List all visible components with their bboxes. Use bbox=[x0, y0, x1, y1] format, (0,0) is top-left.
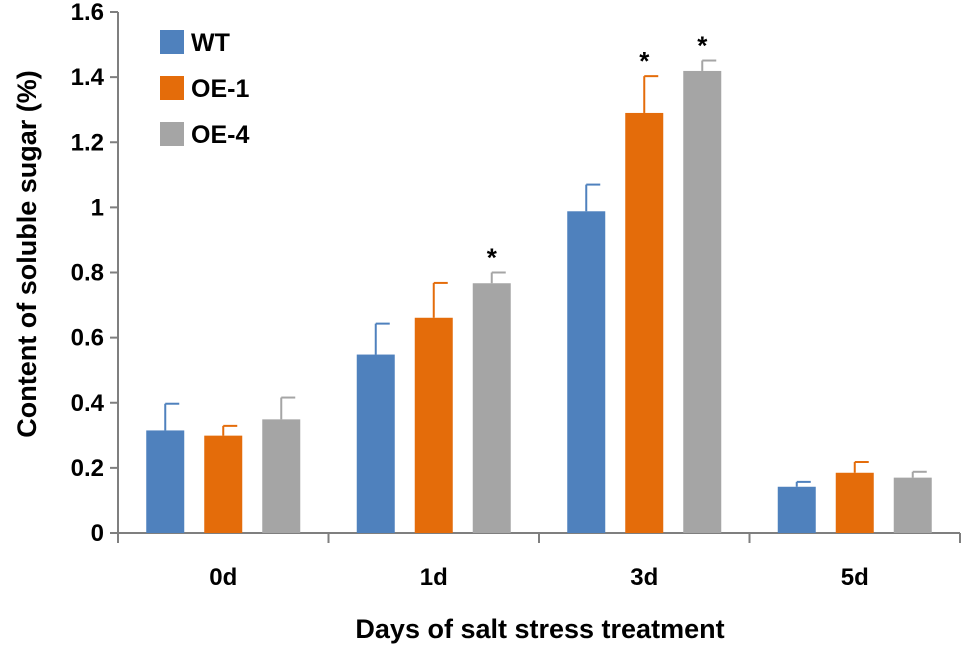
x-axis: 0d 1d 3d 5d bbox=[117, 532, 961, 591]
x-tick-label: 3d bbox=[630, 564, 658, 591]
legend-label: OE-1 bbox=[191, 75, 249, 103]
y-tick-label: 0.8 bbox=[71, 260, 104, 287]
bar bbox=[567, 211, 606, 533]
series-wt bbox=[146, 183, 816, 533]
y-tick-label: 0.4 bbox=[71, 390, 105, 417]
bar bbox=[472, 283, 511, 533]
legend: WT OE-1 OE-4 bbox=[160, 29, 249, 149]
bar bbox=[835, 472, 874, 533]
legend-swatch bbox=[160, 30, 184, 54]
bar bbox=[146, 430, 185, 533]
bars: *** bbox=[146, 31, 932, 534]
bar bbox=[204, 435, 243, 533]
y-tick-label: 1.6 bbox=[71, 0, 104, 26]
x-tick-label: 1d bbox=[420, 564, 448, 591]
y-tick-label: 0.2 bbox=[71, 455, 104, 482]
series-oe-1: * bbox=[204, 46, 874, 533]
bar bbox=[683, 70, 722, 534]
x-tick-label: 0d bbox=[209, 564, 237, 591]
y-axis-title: Content of soluble sugar (%) bbox=[12, 70, 42, 438]
y-axis: 0 0.2 0.4 0.6 0.8 1 1.2 1.4 1.6 bbox=[71, 0, 119, 547]
x-axis-title: Days of salt stress treatment bbox=[355, 614, 724, 644]
bar bbox=[625, 112, 664, 533]
bar bbox=[777, 486, 816, 533]
y-tick-label: 0.6 bbox=[71, 325, 104, 352]
bar bbox=[893, 477, 932, 533]
bar bbox=[262, 419, 301, 533]
series-oe-4: ** bbox=[262, 31, 932, 534]
significance-marker: * bbox=[487, 243, 498, 273]
y-tick-label: 1.4 bbox=[71, 64, 105, 91]
y-tick-label: 1.2 bbox=[71, 129, 104, 156]
bar bbox=[356, 354, 395, 533]
legend-label: OE-4 bbox=[191, 121, 249, 149]
y-tick-label: 1 bbox=[91, 194, 104, 221]
significance-marker: * bbox=[639, 46, 650, 76]
legend-label: WT bbox=[191, 29, 230, 57]
significance-marker: * bbox=[697, 31, 708, 61]
y-tick-label: 0 bbox=[91, 520, 104, 547]
bar bbox=[414, 317, 453, 533]
x-tick-label: 5d bbox=[841, 564, 869, 591]
legend-swatch bbox=[160, 122, 184, 146]
legend-swatch bbox=[160, 76, 184, 100]
